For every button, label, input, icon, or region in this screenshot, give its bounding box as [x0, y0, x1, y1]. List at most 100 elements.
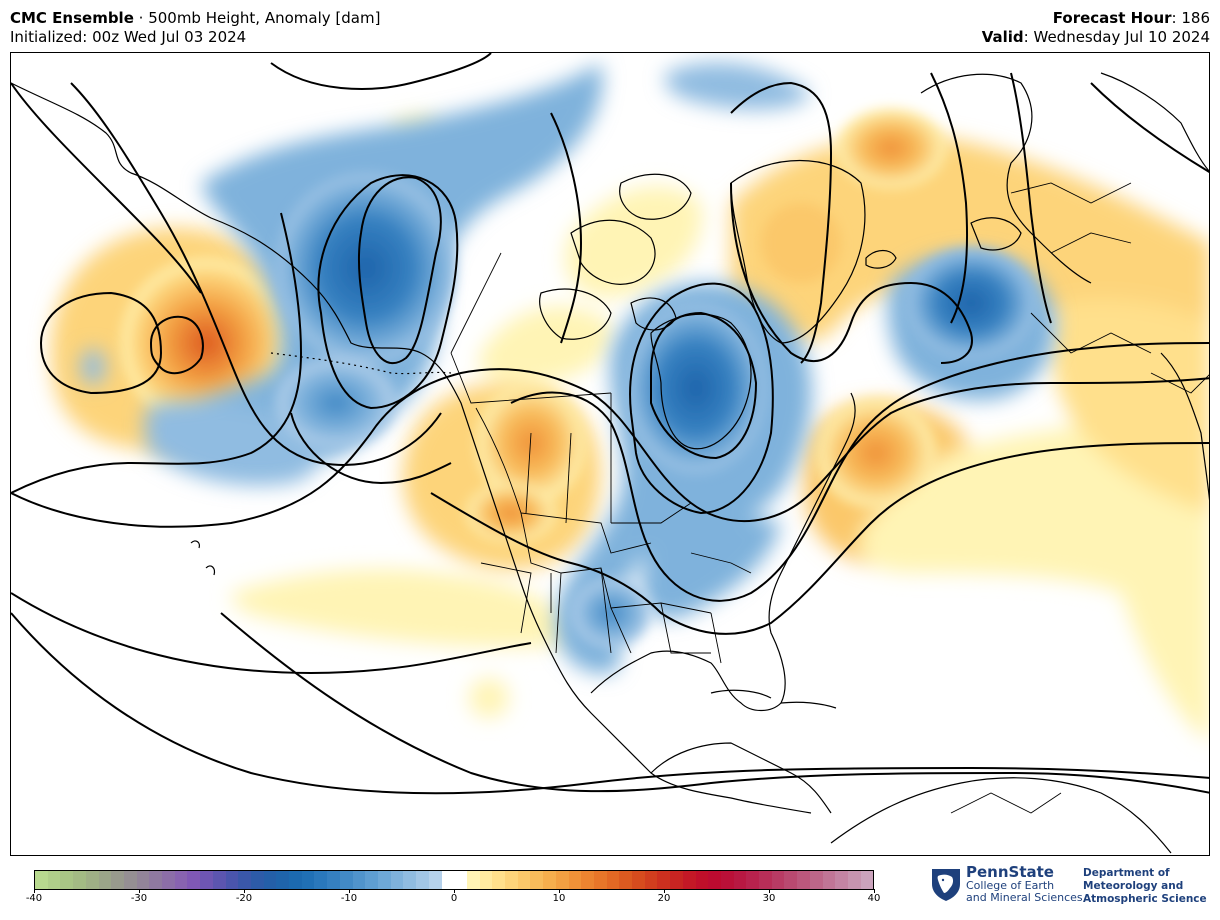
- field-name: 500mb Height, Anomaly [dam]: [148, 9, 381, 27]
- colorbar-tickmark: [559, 889, 560, 893]
- colorbar-segment: [428, 871, 442, 889]
- colorbar-segment: [276, 871, 290, 889]
- colorbar-tickmark: [139, 889, 140, 893]
- colorbar-segment: [720, 871, 734, 889]
- colorbar-tickmark: [874, 889, 875, 893]
- forecast-hour-line: Forecast Hour: 186: [982, 9, 1210, 28]
- colorbar: [34, 870, 874, 890]
- contour-line: [290, 412, 452, 485]
- contour-line: [730, 182, 973, 364]
- valid-label: Valid: [981, 28, 1024, 46]
- contour-line: [70, 82, 442, 466]
- colorbar-segment: [746, 871, 760, 889]
- colorbar-segment: [98, 871, 112, 889]
- colorbar-segment: [212, 871, 226, 889]
- colorbar-segment: [619, 871, 633, 889]
- colorbar-segment: [555, 871, 569, 889]
- colorbar-segment: [517, 871, 531, 889]
- colorbar-segment: [479, 871, 493, 889]
- nittany-lion-shield-icon: [932, 869, 960, 901]
- colorbar-segment: [695, 871, 709, 889]
- title-separator: ·: [133, 9, 149, 27]
- colorbar-segment: [123, 871, 137, 889]
- political-borders: [450, 182, 1209, 814]
- forecast-hour-label: Forecast Hour: [1052, 9, 1172, 27]
- contour-line: [730, 81, 833, 364]
- colorbar-segment: [301, 871, 315, 889]
- colorbar-segment: [73, 871, 86, 889]
- colorbar-segment: [848, 871, 861, 889]
- model-name: CMC Ensemble: [10, 9, 134, 27]
- contour-line: [650, 311, 758, 460]
- colorbar-segment: [759, 871, 772, 889]
- anomaly-map: [11, 53, 1209, 854]
- colorbar-tick-label: -10: [340, 893, 358, 904]
- colorbar-segment: [238, 871, 251, 889]
- contour-line: [270, 53, 492, 90]
- colorbar-segment: [60, 871, 74, 889]
- valid-value: : Wednesday Jul 10 2024: [1023, 28, 1210, 46]
- colorbar-segment: [289, 871, 302, 889]
- colorbar-tick-label: 10: [552, 893, 566, 904]
- dept-line-1: Department of: [1083, 867, 1170, 879]
- colorbar-segment: [505, 871, 518, 889]
- contour-line: [930, 72, 969, 324]
- colorbar-tickmark: [769, 889, 770, 893]
- colorbar-segment: [784, 871, 798, 889]
- colorbar-segment: [416, 871, 429, 889]
- contour-line: [149, 315, 204, 375]
- colorbar-segment: [492, 871, 506, 889]
- colorbar-segment: [225, 871, 239, 889]
- colorbar-tick-label: 40: [867, 893, 881, 904]
- contour-line: [357, 176, 442, 365]
- contour-line: [629, 282, 774, 515]
- colorbar-segment: [263, 871, 277, 889]
- map-panel: [10, 52, 1210, 856]
- colorbar-segment: [174, 871, 188, 889]
- colorbar-segment: [568, 871, 582, 889]
- colorbar-segment: [543, 871, 556, 889]
- contour-line: [11, 368, 1209, 528]
- colorbar-segment: [47, 871, 61, 889]
- contour-line: [430, 442, 1209, 635]
- colorbar-segment: [733, 871, 747, 889]
- colorbar-segment: [797, 871, 810, 889]
- colorbar-segment: [314, 871, 328, 889]
- forecast-hour-value: : 186: [1171, 9, 1210, 27]
- colorbar-segment: [149, 871, 163, 889]
- department-branding: Department of Meteorology and Atmospheri…: [1083, 867, 1207, 906]
- colorbar-segment: [593, 871, 607, 889]
- colorbar-tickmark: [664, 889, 665, 893]
- colorbar-segment: [441, 871, 455, 889]
- university-name: PennState: [966, 863, 1054, 881]
- college-line-2: and Mineral Sciences: [966, 891, 1083, 904]
- chart-header-left: CMC Ensemble · 500mb Height, Anomaly [da…: [10, 9, 380, 47]
- colorbar-segment: [365, 871, 378, 889]
- colorbar-segment: [530, 871, 544, 889]
- colorbar-segment: [822, 871, 836, 889]
- colorbar-segment: [682, 871, 696, 889]
- colorbar-segment: [657, 871, 671, 889]
- contour-line: [220, 612, 1209, 794]
- colorbar-tick-label: -30: [130, 893, 148, 904]
- contour-line: [317, 174, 459, 410]
- colorbar-tick-label: -20: [235, 893, 253, 904]
- colorbar-segment: [581, 871, 594, 889]
- colorbar-segment: [327, 871, 340, 889]
- contour-line: [1090, 82, 1209, 173]
- title-line: CMC Ensemble · 500mb Height, Anomaly [da…: [10, 9, 380, 28]
- colorbar-segment: [644, 871, 658, 889]
- colorbar-tickmark: [454, 889, 455, 893]
- init-time: Initialized: 00z Wed Jul 03 2024: [10, 28, 247, 46]
- contour-line: [1010, 72, 1052, 324]
- colorbar-segment: [162, 871, 175, 889]
- colorbar-segment: [632, 871, 645, 889]
- college-line-1: College of Earth: [966, 879, 1055, 892]
- colorbar-segment: [111, 871, 124, 889]
- colorbar-segment: [606, 871, 620, 889]
- contour-line: [11, 82, 202, 294]
- colorbar-segment: [200, 871, 213, 889]
- colorbar-segment: [708, 871, 721, 889]
- colorbar-segment: [835, 871, 848, 889]
- colorbar-segment: [670, 871, 683, 889]
